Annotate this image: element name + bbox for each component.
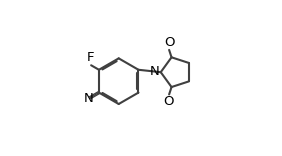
Text: N: N xyxy=(83,92,93,105)
Text: O: O xyxy=(164,95,174,108)
Text: O: O xyxy=(164,36,175,49)
Text: N: N xyxy=(150,65,160,78)
Text: F: F xyxy=(87,51,94,64)
